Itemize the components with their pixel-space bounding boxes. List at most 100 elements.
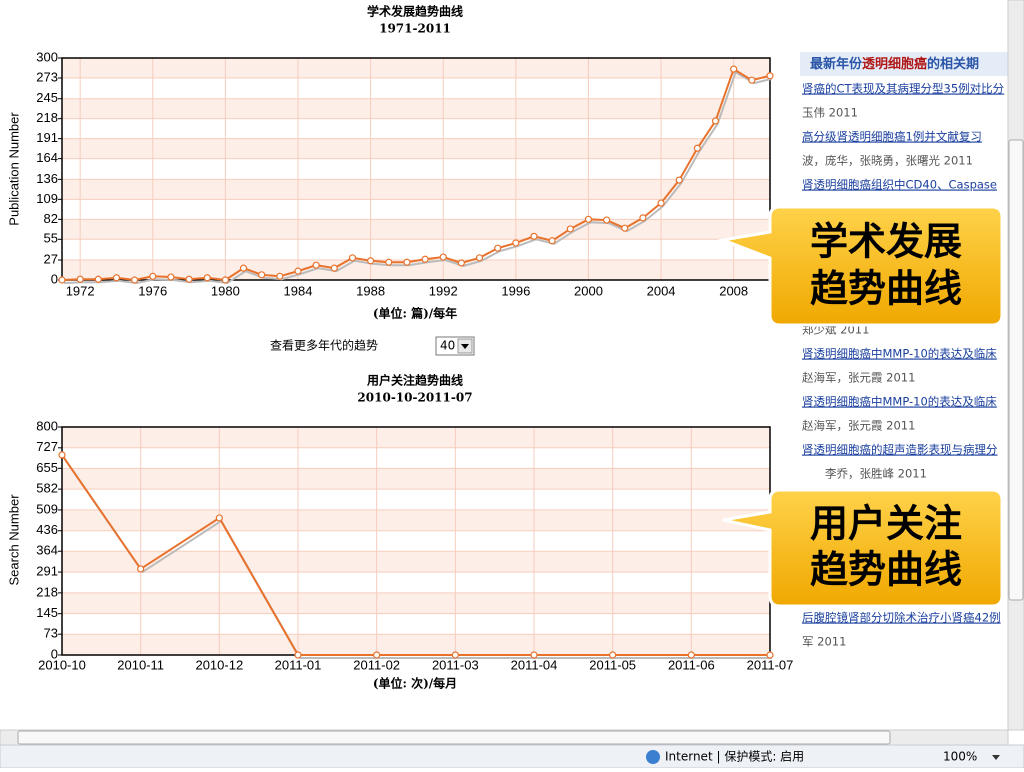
grid-band [62,551,770,573]
y-tick-label: 509 [36,501,58,516]
x-tick-label: 2010-11 [117,657,164,672]
callout-text: 学术发展 [810,220,962,264]
grid-band [62,634,770,655]
callout-text: 趋势曲线 [810,548,962,592]
x-tick-label: 2008 [719,283,748,298]
data-point [312,261,320,269]
grid-band [62,427,770,448]
y-tick-label: 245 [36,90,58,105]
data-point [76,275,84,283]
data-point [548,237,556,245]
data-point [258,271,266,279]
data-point [421,255,429,263]
x-tick-label: 1988 [356,283,385,298]
plot-frame [61,57,771,281]
sidebar-heading: 最新年份透明细胞癌的相关期 [810,56,979,72]
x-tick-label: 1984 [284,283,313,298]
x-tick-label: 2010-12 [195,657,243,672]
chart-subtitle: 1971-2011 [379,22,451,36]
y-tick-label: 136 [36,171,58,186]
decade-select-value: 40 [440,339,455,353]
data-point [137,565,145,573]
x-tick-label: 2000 [574,283,603,298]
data-point [584,215,593,223]
y-tick-label: 582 [36,481,58,496]
zoom-arrow[interactable] [992,755,1000,760]
y-tick-label: 218 [36,584,58,599]
callout-bubble [722,488,1004,608]
data-point [603,216,611,224]
x-tick-label: 2004 [647,283,676,298]
x-tick-label: 1980 [211,283,240,298]
data-point [657,199,665,207]
zone-icon [646,750,660,764]
select-arrow [461,344,469,349]
y-tick-label: 273 [36,69,58,84]
data-point [512,239,520,247]
data-point [294,651,302,659]
data-point [112,274,121,282]
chart-subtitle: 2010-10-2011-07 [357,391,472,405]
data-point [730,65,738,73]
data-point [675,176,683,184]
data-point [639,214,647,222]
chart-title: 学术发展趋势曲线 [367,4,463,19]
y-tick-label: 164 [36,150,58,165]
data-point [131,276,139,284]
x-axis-label: (单位: 次)/每月 [373,676,457,691]
chart-title: 用户关注趋势曲线 [366,373,463,388]
data-point [621,224,629,232]
data-point [439,253,447,261]
trend-label: 查看更多年代的趋势 [270,338,378,353]
data-point [530,651,538,659]
data-point [330,264,338,272]
data-point [475,254,484,262]
data-point [221,276,229,284]
y-tick-label: 727 [36,439,58,454]
data-point [276,272,284,280]
grid-band [62,219,770,240]
data-point [367,257,375,265]
y-tick-label: 82 [44,211,58,226]
data-point [693,144,701,152]
scroll-thumb[interactable] [17,730,891,745]
series-line [61,67,771,282]
article-link[interactable]: 肾透明细胞癌的超声造影表现与病理分 [802,443,998,457]
article-link[interactable]: 肾透明细胞癌组织中CD40、Caspase [802,178,997,192]
data-point [403,258,411,266]
article-link[interactable]: 肾透明细胞癌中MMP-10的表达及临床 [802,395,997,409]
y-tick-label: 55 [44,231,58,246]
data-point [766,72,774,80]
data-point [203,274,211,282]
x-tick-label: 1996 [501,283,530,298]
status-bar [0,744,1024,769]
x-tick-label: 2011-03 [432,657,479,672]
grid-band [62,509,770,531]
status-zoom[interactable]: 100% [943,750,977,764]
x-tick-label: 2011-02 [353,657,400,672]
callout-text: 趋势曲线 [810,267,962,311]
data-point [451,651,459,659]
x-tick-label: 2011-01 [275,657,322,672]
line-shadow [63,457,772,659]
callout: 学术发展 趋势曲线 [717,205,1004,327]
grid-band [62,98,770,119]
article-link[interactable]: 后腹腔镜肾部分切除术治疗小肾癌42例 [802,611,1001,625]
grid-band [62,592,770,614]
y-tick-label: 145 [36,605,58,620]
scroll-thumb[interactable] [1008,139,1024,601]
y-tick-label: 191 [36,130,58,145]
y-tick-label: 655 [36,460,58,475]
x-tick-label: 2011-07 [747,657,794,672]
article-meta: 赵海军，张元霞 2011 [802,371,915,385]
grid-band [62,179,770,200]
x-tick-label: 1976 [138,283,167,298]
data-point [294,267,302,275]
x-tick-label: 2011-04 [511,657,558,672]
article-link[interactable]: 肾透明细胞癌中MMP-10的表达及临床 [802,347,997,361]
x-tick-label: 1972 [66,283,95,298]
article-link[interactable]: 肾癌的CT表现及其病理分型35例对比分 [802,82,1005,96]
y-tick-label: 73 [44,626,58,641]
article-link[interactable]: 高分级肾透明细胞癌1例并文献复习 [802,130,982,144]
